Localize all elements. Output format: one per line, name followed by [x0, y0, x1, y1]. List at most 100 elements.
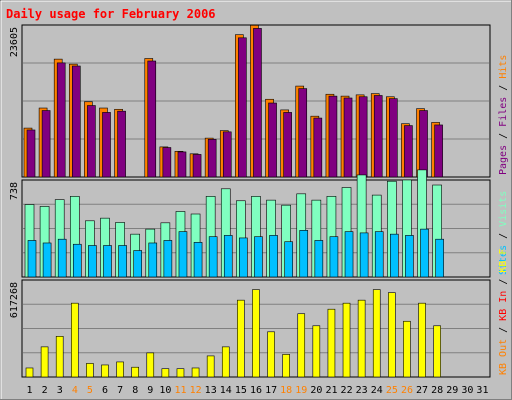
x-axis: 1 2 3 4 5 6 7 8 9 10 11 12 13 14 15 16 17 18 19 20 21 22 23 24 2…: [27, 385, 489, 396]
bar-kb: [418, 302, 426, 378]
x-tick-label: 19: [295, 385, 307, 396]
legend-hits-files-pages: Pages / Files / Hits: [498, 55, 509, 175]
bar-files: [313, 117, 323, 178]
bar-sites: [405, 235, 414, 278]
x-tick-label: 3: [57, 385, 63, 396]
x-tick-label: 5: [87, 385, 93, 396]
legend-entry: KB Out: [498, 339, 509, 375]
bar-kb: [388, 292, 396, 378]
bar-kb: [221, 346, 230, 378]
x-tick-label: 30: [461, 385, 473, 396]
bar-sites: [359, 232, 369, 278]
bar-files: [117, 110, 126, 178]
bar-kb: [282, 354, 290, 378]
legend-entry: Pages: [498, 145, 509, 175]
bar-files: [283, 112, 292, 178]
bar-sites: [269, 235, 278, 278]
bar-sites: [57, 238, 67, 278]
bar-files: [102, 112, 111, 178]
y-max-label: 617268: [9, 282, 20, 318]
bar-files: [162, 147, 172, 178]
bar-kb: [131, 366, 139, 378]
bar-files: [343, 97, 353, 178]
bar-kb: [146, 352, 155, 378]
bar-kb: [237, 299, 245, 378]
bar-sites: [133, 250, 142, 278]
bar-files: [373, 95, 383, 178]
x-tick-label: 15: [235, 385, 247, 396]
legend-separator: /: [498, 321, 509, 339]
bar-sites: [72, 243, 82, 278]
bar-sites: [103, 245, 112, 278]
bar-files: [192, 154, 202, 178]
legend-entry: Files: [498, 97, 509, 127]
x-tick-label: 17: [265, 385, 277, 396]
bar-sites: [118, 245, 127, 278]
bar-sites: [254, 236, 263, 278]
x-tick-label: 27: [416, 385, 428, 396]
bar-sites: [420, 228, 429, 278]
bar-sites: [329, 236, 339, 278]
x-tick-label: 9: [147, 385, 153, 396]
bar-files: [207, 139, 217, 178]
bar-kb: [25, 367, 34, 378]
bar-files: [404, 125, 413, 178]
bar-sites: [284, 241, 293, 278]
bar-files: [26, 129, 36, 178]
bar-kb: [252, 289, 260, 378]
bar-sites: [27, 240, 37, 278]
bar-kb: [297, 313, 306, 378]
bar-sites: [178, 231, 188, 278]
legend-kb: KB Out / KB In / KB F: [498, 249, 509, 375]
bar-files: [268, 102, 277, 178]
bar-kb: [55, 336, 64, 378]
x-tick-label: 20: [310, 385, 322, 396]
bar-sites: [193, 242, 203, 278]
bar-files: [71, 65, 81, 178]
x-tick-label: 6: [102, 385, 108, 396]
x-tick-label: 4: [72, 385, 78, 396]
bar-kb: [191, 367, 200, 378]
x-tick-label: 12: [190, 385, 202, 396]
bar-files: [298, 88, 308, 178]
x-tick-label: 14: [220, 385, 232, 396]
bar-kb: [40, 346, 49, 378]
bar-files: [41, 110, 51, 178]
bar-kb: [327, 308, 336, 378]
y-max-label: 23605: [9, 27, 20, 57]
panels: 23605 Pages / Files / Hits 738 Sites / Visi…: [9, 24, 509, 378]
legend-entry: Sites: [498, 245, 509, 275]
x-tick-label: 22: [341, 385, 353, 396]
x-tick-label: 26: [401, 385, 413, 396]
bar-files: [177, 151, 187, 178]
x-tick-label: 8: [132, 385, 138, 396]
bar-files: [56, 62, 66, 178]
bar-kb: [116, 361, 124, 378]
y-max-label: 738: [9, 182, 20, 200]
legend-separator: /: [498, 79, 509, 97]
x-tick-label: 23: [356, 385, 368, 396]
x-tick-label: 2: [42, 385, 48, 396]
bar-sites: [239, 237, 248, 278]
bar-sites: [344, 231, 354, 278]
bar-sites: [223, 235, 233, 278]
bar-kb: [357, 299, 366, 378]
bar-sites: [208, 236, 218, 278]
bar-kb: [206, 355, 215, 378]
legend-sites-visits: Sites / Visits: [498, 191, 509, 275]
bar-sites: [42, 242, 52, 278]
x-tick-label: 28: [431, 385, 443, 396]
legend-separator: /: [498, 273, 509, 291]
bar-kb: [433, 325, 441, 378]
x-tick-label: 7: [117, 385, 123, 396]
bar-files: [358, 96, 368, 178]
bar-sites: [299, 230, 309, 278]
chart-title: Daily usage for February 2006: [6, 7, 216, 21]
legend-separator: /: [498, 127, 509, 145]
bar-kb: [403, 320, 411, 378]
bar-kb: [161, 368, 170, 378]
bar-files: [87, 105, 96, 178]
bar-files: [389, 98, 398, 178]
